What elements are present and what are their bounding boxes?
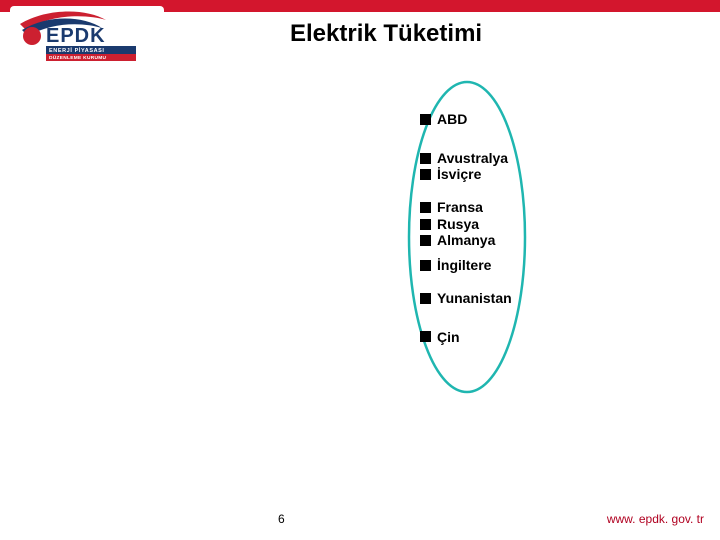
legend-label: Almanya [437, 233, 495, 248]
logo-sub-top: ENERJİ PİYASASI [49, 47, 105, 54]
brand-logo: EPDK ENERJİ PİYASASI DÜZENLEME KURUMU [10, 6, 164, 62]
legend-item: İsviçre [420, 167, 512, 182]
logo-sub-bottom: DÜZENLEME KURUMU [49, 54, 107, 61]
logo-main-text: EPDK [46, 25, 106, 47]
legend-marker-icon [420, 219, 431, 230]
page-number: 6 [278, 512, 285, 526]
legend-label: Çin [437, 330, 460, 345]
legend: ABD Avustralyaİsviçre Fransa RusyaAlmanya İn… [420, 112, 512, 344]
legend-label: ABD [437, 112, 467, 127]
legend-label: Rusya [437, 217, 479, 232]
legend-item: Almanya [420, 233, 512, 248]
legend-item: ABD [420, 112, 512, 127]
legend-marker-icon [420, 202, 431, 213]
legend-item: Çin [420, 330, 512, 345]
legend-label: İsviçre [437, 167, 481, 182]
legend-gap [420, 306, 512, 330]
legend-gap [420, 182, 512, 200]
legend-marker-icon [420, 331, 431, 342]
legend-label: Fransa [437, 200, 483, 215]
legend-item: İngiltere [420, 258, 512, 273]
legend-gap [420, 273, 512, 291]
legend-marker-icon [420, 293, 431, 304]
legend-marker-icon [420, 169, 431, 180]
footer-url: www. epdk. gov. tr [607, 512, 704, 526]
legend-item: Avustralya [420, 151, 512, 166]
epdk-logo-icon: EPDK ENERJİ PİYASASI DÜZENLEME KURUMU [16, 6, 164, 62]
legend-label: Yunanistan [437, 291, 512, 306]
legend-marker-icon [420, 153, 431, 164]
legend-label: Avustralya [437, 151, 508, 166]
page-title: Elektrik Tüketimi [290, 20, 482, 48]
legend-marker-icon [420, 235, 431, 246]
legend-item: Yunanistan [420, 291, 512, 306]
legend-marker-icon [420, 260, 431, 271]
legend-item: Fransa [420, 200, 512, 215]
legend-marker-icon [420, 114, 431, 125]
legend-label: İngiltere [437, 258, 491, 273]
legend-item: Rusya [420, 217, 512, 232]
legend-gap [420, 127, 512, 151]
